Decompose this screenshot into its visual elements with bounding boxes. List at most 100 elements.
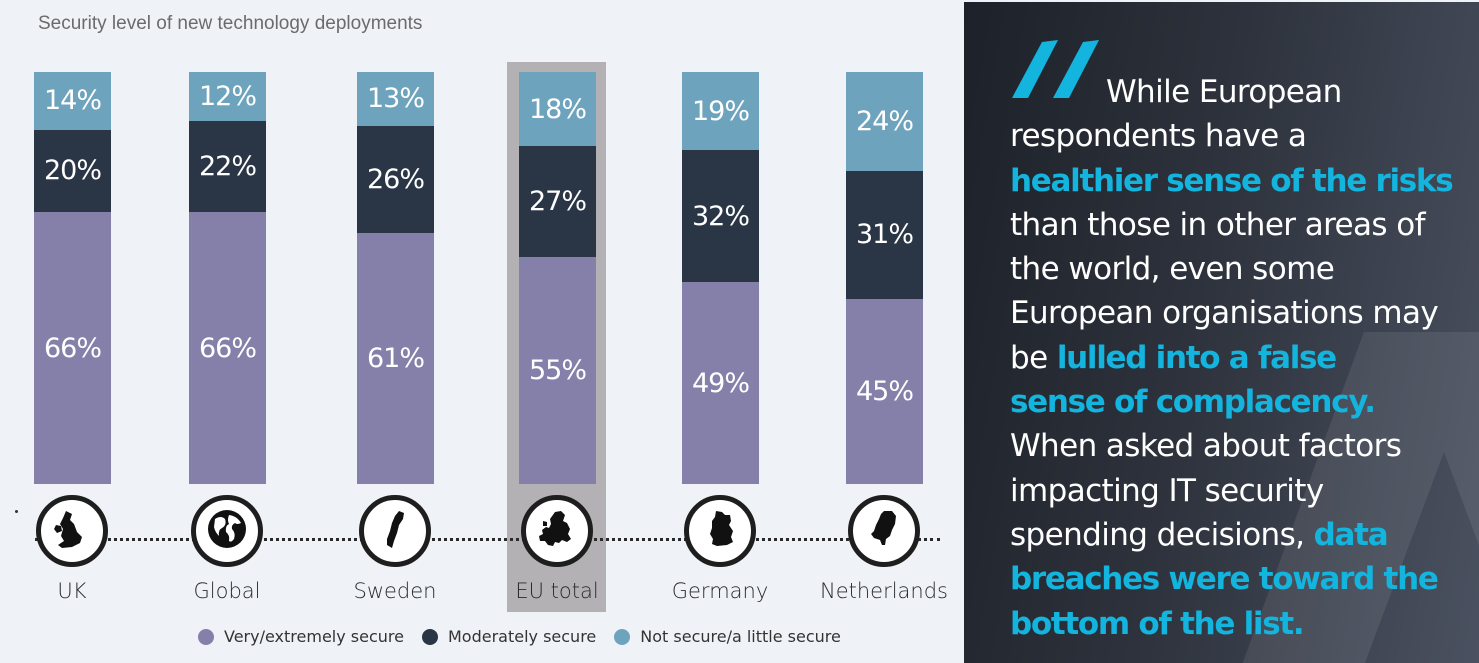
- quote-mark-icon: [1012, 40, 1099, 98]
- category-label-global: Global: [193, 579, 261, 603]
- data-label: 13%: [366, 83, 425, 115]
- data-label: 66%: [43, 332, 102, 364]
- decorative-dot: [15, 510, 18, 513]
- bar-global: 66% 22% 12%: [189, 72, 266, 484]
- chart-panel: Security level of new technology deploym…: [15, 13, 948, 646]
- bar-segment-not-secure-a-little-secure: 19%: [682, 72, 759, 151]
- bar-germany: 49% 32% 19%: [682, 72, 759, 484]
- quote-highlight: lulled into a false: [1056, 339, 1337, 376]
- data-label: 32%: [691, 200, 750, 232]
- category-label-eu-total: EU total: [515, 579, 599, 603]
- legend-item-moderately-secure: Moderately secure: [421, 627, 597, 646]
- quote-line: When asked about factors: [1010, 424, 1470, 468]
- quote-line: sense of complacency.: [1010, 380, 1470, 424]
- data-label: 27%: [528, 186, 587, 218]
- quote-highlight: data: [1313, 516, 1389, 553]
- quote-line: breaches were toward the: [1010, 557, 1470, 601]
- legend-label: Not secure/a little secure: [640, 627, 841, 646]
- quote-fragment: respondents have a: [1010, 118, 1307, 155]
- data-label: 22%: [198, 151, 257, 183]
- bar-segment-moderately-secure: 20%: [34, 129, 111, 213]
- bar-segment-very-extremely-secure: 55%: [519, 257, 596, 484]
- legend-item-very-extremely-secure: Very/extremely secure: [198, 627, 404, 646]
- quote-line: respondents have a: [1010, 114, 1470, 158]
- quote-line: bottom of the list.: [1010, 602, 1470, 646]
- quote-line: spending decisions, data: [1010, 513, 1470, 557]
- bar-segment-moderately-secure: 27%: [519, 146, 596, 258]
- quote-line: impacting IT security: [1010, 469, 1470, 513]
- data-label: 49%: [691, 367, 750, 399]
- quote-fragment: When asked about factors: [1010, 428, 1402, 465]
- data-label: 45%: [855, 375, 914, 407]
- category-label-sweden: Sweden: [353, 579, 437, 603]
- bar-segment-not-secure-a-little-secure: 18%: [519, 72, 596, 147]
- data-label: 19%: [691, 95, 750, 127]
- uk-map-icon: [36, 495, 108, 567]
- quote-fragment: than those in other areas of: [1010, 206, 1426, 243]
- data-label: 55%: [528, 355, 587, 387]
- legend: Very/extremely secure Moderately secure No…: [198, 627, 859, 646]
- quote-line: be lulled into a false: [1010, 336, 1470, 380]
- legend-label: Very/extremely secure: [224, 627, 404, 646]
- data-label: 18%: [528, 93, 587, 125]
- bar-segment-very-extremely-secure: 61%: [357, 232, 434, 484]
- quote-line: the world, even some: [1010, 247, 1470, 291]
- bar-segment-not-secure-a-little-secure: 12%: [189, 72, 266, 122]
- bar-sweden: 61% 26% 13%: [357, 72, 434, 484]
- category-label-germany: Germany: [671, 579, 769, 603]
- quote-text: While European respondents have a healthie…: [1010, 70, 1470, 646]
- legend-swatch: [198, 628, 214, 645]
- quote-highlight: healthier sense of the risks: [1010, 162, 1454, 199]
- data-label: 31%: [855, 219, 914, 251]
- sweden-map-icon: [359, 495, 431, 567]
- bar-segment-moderately-secure: 32%: [682, 150, 759, 283]
- data-label: 12%: [198, 81, 257, 113]
- data-label: 66%: [198, 332, 257, 364]
- globe-icon: [191, 495, 263, 567]
- legend-item-not-secure-a-little-secure: Not secure/a little secure: [614, 627, 841, 646]
- netherlands-map-icon: [848, 495, 920, 567]
- quote-panel: While European respondents have a healthie…: [964, 2, 1479, 663]
- legend-swatch: [421, 628, 438, 645]
- chart-title: Security level of new technology deploym…: [38, 13, 423, 34]
- bar-uk: 66% 20% 14%: [34, 72, 111, 484]
- data-label: 14%: [43, 85, 102, 117]
- germany-map-icon: [684, 495, 756, 567]
- background-a-shape: [1242, 332, 1479, 663]
- quote-highlight: sense of complacency.: [1010, 384, 1376, 421]
- data-label: 24%: [855, 105, 914, 137]
- bar-segment-moderately-secure: 31%: [846, 170, 923, 299]
- category-label-netherlands: Netherlands: [819, 579, 948, 603]
- quote-highlight: breaches were toward the: [1010, 561, 1439, 598]
- bar-segment-moderately-secure: 26%: [357, 125, 434, 233]
- quote-line: than those in other areas of: [1010, 203, 1470, 247]
- quote-fragment: spending decisions,: [1010, 516, 1314, 553]
- bar-segment-not-secure-a-little-secure: 13%: [357, 72, 434, 126]
- bar-eu-total: 55% 27% 18%: [519, 72, 596, 484]
- bar-segment-very-extremely-secure: 66%: [34, 212, 111, 484]
- quote-line: European organisations may: [1010, 291, 1470, 335]
- quote-fragment: impacting IT security: [1010, 472, 1324, 509]
- quote-line: While European: [1010, 70, 1470, 114]
- bar-segment-very-extremely-secure: 66%: [189, 212, 266, 484]
- quote-fragment: European organisations may: [1010, 295, 1439, 332]
- quote-line: healthier sense of the risks: [1010, 159, 1470, 203]
- quote-fragment: While European: [1106, 74, 1342, 110]
- data-label: 26%: [366, 163, 425, 195]
- bar-netherlands: 45% 31% 24%: [846, 72, 923, 484]
- data-label: 61%: [366, 342, 425, 374]
- bar-segment-very-extremely-secure: 49%: [682, 282, 759, 484]
- data-label: 20%: [43, 155, 102, 187]
- legend-label: Moderately secure: [447, 627, 597, 646]
- quote-fragment: the world, even some: [1010, 251, 1335, 288]
- quote-fragment: be: [1010, 339, 1057, 376]
- europe-map-icon: [521, 495, 593, 567]
- bar-segment-not-secure-a-little-secure: 24%: [846, 72, 923, 171]
- category-label-uk: UK: [57, 579, 87, 603]
- bar-segment-not-secure-a-little-secure: 14%: [34, 72, 111, 130]
- bar-segment-very-extremely-secure: 45%: [846, 298, 923, 484]
- dotted-connector-line: [35, 538, 940, 541]
- legend-swatch: [614, 628, 631, 645]
- quote-highlight: bottom of the list.: [1010, 605, 1305, 642]
- bar-segment-moderately-secure: 22%: [189, 121, 266, 213]
